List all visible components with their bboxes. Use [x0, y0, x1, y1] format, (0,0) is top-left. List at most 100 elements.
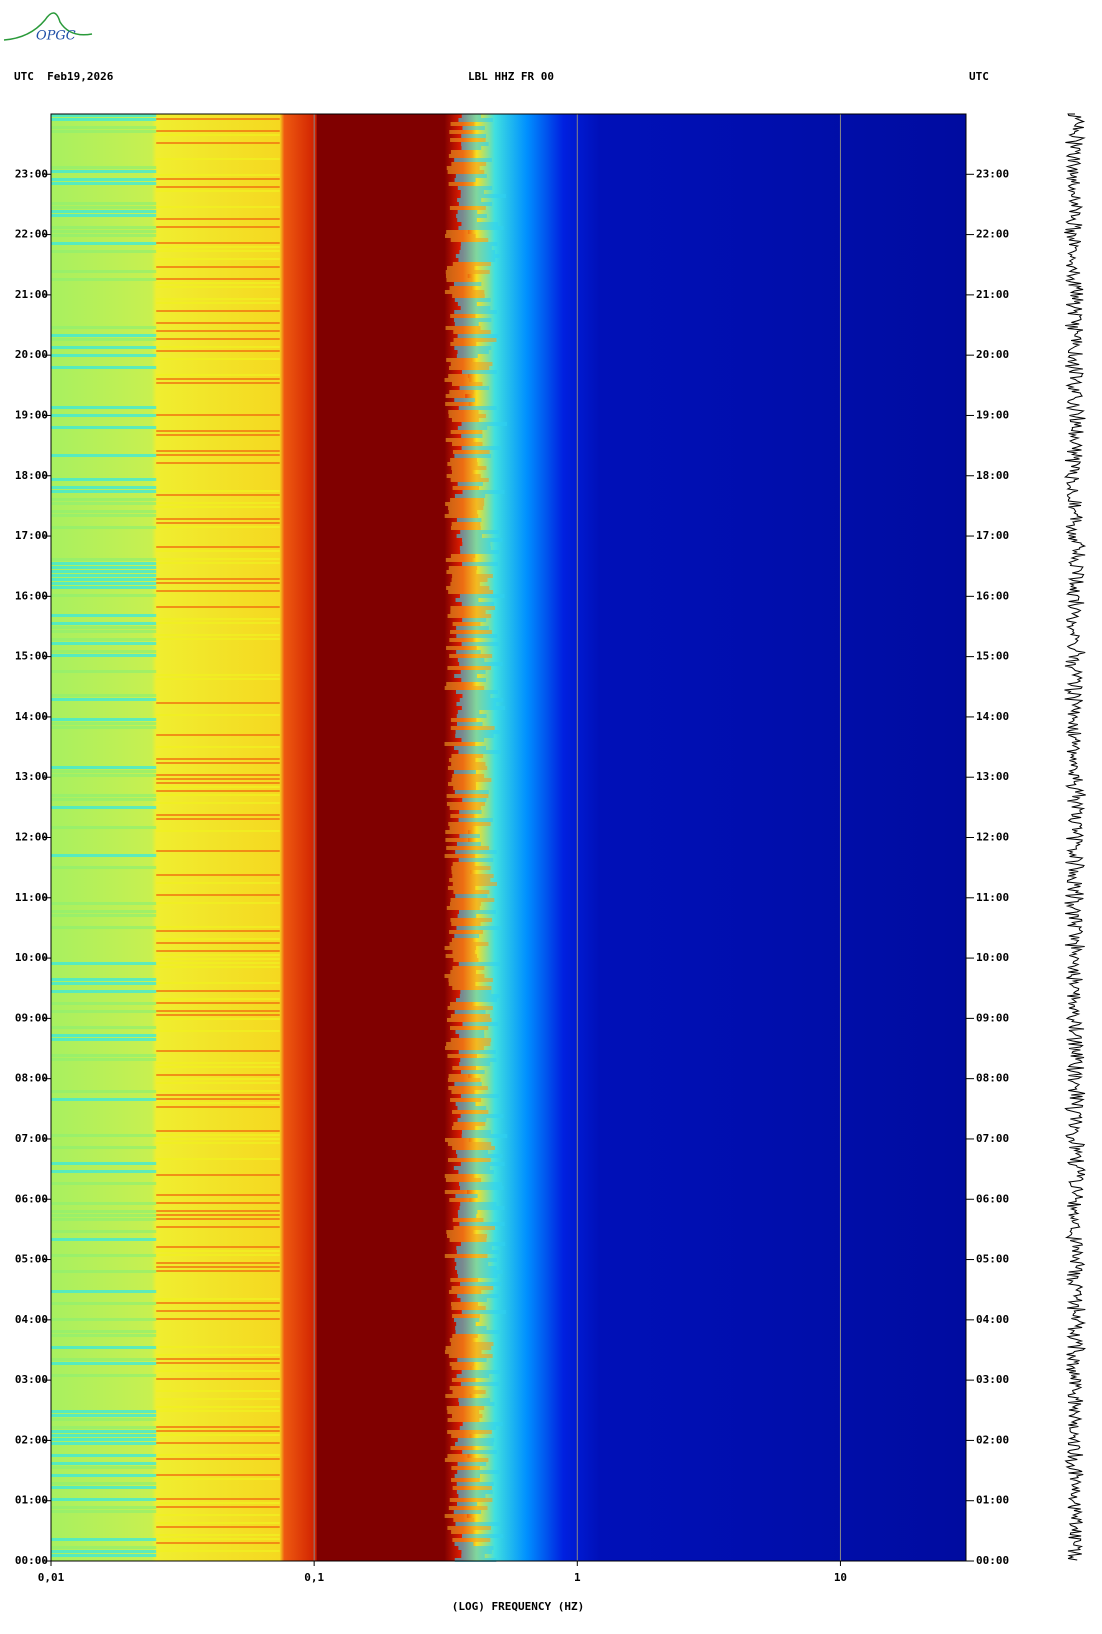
- spectrogram-streak: [452, 1390, 486, 1394]
- spectrogram-streak: [51, 326, 157, 329]
- spectrogram-streak: [156, 1138, 280, 1140]
- spectrogram-streak: [459, 994, 500, 998]
- spectrogram-streak: [156, 590, 280, 592]
- spectrogram-streak: [156, 506, 280, 508]
- spectrogram-streak: [51, 578, 157, 581]
- y-tick-label: 04:00: [976, 1313, 1009, 1326]
- spectrogram-streak: [454, 178, 476, 182]
- spectrogram-streak: [448, 982, 476, 986]
- spectrogram-streak: [51, 230, 157, 233]
- spectrogram-streak: [156, 714, 280, 716]
- spectrogram-streak: [156, 246, 280, 248]
- spectrogram-streak: [457, 218, 477, 222]
- spectrogram-streak: [453, 1518, 475, 1522]
- y-tick-label: 18:00: [976, 469, 1009, 482]
- y-tick-label: 10:00: [976, 951, 1009, 964]
- spectrogram-streak: [156, 882, 280, 884]
- spectrogram-streak: [51, 366, 157, 369]
- spectrogram-streak: [51, 1346, 157, 1349]
- spectrogram-streak: [51, 1438, 157, 1441]
- spectrogram-streak: [156, 634, 280, 636]
- spectrogram-streak: [444, 946, 477, 950]
- spectrogram-streak: [156, 954, 280, 956]
- spectrogram-streak: [453, 786, 476, 790]
- y-tick-label: 15:00: [976, 650, 1009, 663]
- spectrogram-streak: [450, 630, 492, 634]
- spectrogram-streak: [456, 842, 481, 846]
- spectrogram-streak: [51, 914, 157, 917]
- y-tick-label: 05:00: [15, 1253, 48, 1266]
- spectrogram-streak: [445, 1178, 482, 1182]
- spectrogram-streak: [448, 506, 484, 510]
- spectrogram-streak: [51, 1318, 157, 1321]
- spectrogram-streak: [156, 638, 280, 640]
- spectrogram-streak: [451, 522, 481, 526]
- spectrogram-streak: [454, 1082, 482, 1086]
- spectrogram-streak: [156, 1066, 280, 1068]
- spectrogram-streak: [156, 1362, 280, 1364]
- spectrogram-streak: [446, 1406, 485, 1410]
- y-tick-label: 19:00: [976, 408, 1009, 421]
- spectrogram-streak: [455, 1330, 500, 1334]
- y-tick-label: 03:00: [976, 1373, 1009, 1386]
- spectrogram-streak: [449, 654, 493, 658]
- y-tick-label: 16:00: [976, 589, 1009, 602]
- spectrogram-streak: [51, 210, 157, 213]
- spectrogram-streak: [459, 594, 505, 598]
- spectrogram-streak: [458, 1050, 496, 1054]
- spectrogram-streak: [51, 826, 157, 829]
- spectrogram-streak: [156, 958, 280, 960]
- spectrogram-streak: [459, 1206, 505, 1210]
- spectrogram-streak: [156, 1050, 280, 1052]
- y-tick-label: 04:00: [15, 1313, 48, 1326]
- spectrogram-streak: [445, 830, 468, 834]
- y-tick-label: 08:00: [15, 1072, 48, 1085]
- spectrogram-streak: [51, 1230, 157, 1233]
- spectrogram-streak: [445, 1346, 492, 1350]
- spectrogram-streak: [450, 1278, 479, 1282]
- spectrogram-streak: [156, 346, 280, 348]
- spectrogram-streak: [455, 1150, 489, 1154]
- spectrogram-streak: [449, 390, 474, 394]
- spectrogram-streak: [51, 902, 157, 905]
- spectrogram-streak: [51, 1482, 157, 1485]
- spectrogram-streak: [51, 250, 157, 253]
- spectrogram-streak: [456, 1246, 492, 1250]
- spectrogram-streak: [455, 254, 500, 258]
- spectrogram-streak: [459, 698, 504, 702]
- y-tick-label: 02:00: [976, 1433, 1009, 1446]
- spectrogram-streak: [156, 242, 280, 244]
- spectrogram-streak: [51, 630, 157, 633]
- spectrogram-streak: [156, 378, 280, 380]
- spectrogram-streak: [446, 1042, 491, 1046]
- spectrogram-streak: [462, 1450, 497, 1454]
- spectrogram-streak: [451, 162, 487, 166]
- y-tick-label: 00:00: [15, 1554, 48, 1567]
- spectrogram-streak: [451, 870, 471, 874]
- spectrogram-streak: [446, 846, 490, 850]
- spectrogram-streak: [459, 546, 491, 550]
- spectrogram-streak: [453, 330, 491, 334]
- spectrogram-streak: [156, 786, 280, 788]
- spectrogram-streak: [51, 990, 157, 993]
- spectrogram-streak: [51, 694, 157, 697]
- spectrogram-streak: [459, 1182, 503, 1186]
- spectrogram-streak: [449, 1386, 474, 1390]
- spectrogram-streak: [156, 1078, 280, 1080]
- spectrogram-streak: [450, 342, 477, 346]
- spectrogram-streak: [444, 686, 485, 690]
- spectrogram-streak: [51, 982, 157, 985]
- spectrogram-streak: [156, 322, 280, 324]
- spectrogram-streak: [448, 510, 478, 514]
- y-tick-label: 23:00: [15, 167, 48, 180]
- spectrogram-streak: [51, 1554, 157, 1557]
- spectrogram-streak: [449, 206, 486, 210]
- spectrogram-streak: [447, 1234, 487, 1238]
- spectrogram-streak: [449, 1198, 470, 1202]
- spectrogram-streak: [51, 114, 157, 117]
- spectrogram-streak: [156, 186, 280, 188]
- y-tick-label: 22:00: [976, 228, 1009, 241]
- spectrogram-streak: [156, 1478, 280, 1480]
- spectrogram-streak: [452, 1414, 483, 1418]
- spectrogram-streak: [458, 1398, 491, 1402]
